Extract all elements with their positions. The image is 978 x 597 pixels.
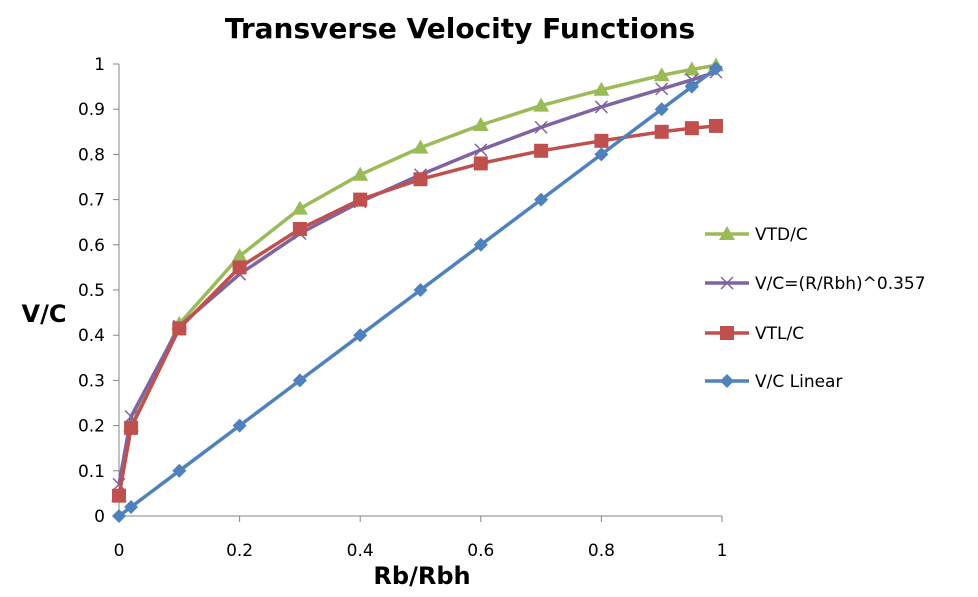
data-point (594, 147, 609, 162)
data-point (684, 121, 699, 136)
series-layer (111, 57, 724, 523)
y-tick-label: 0.3 (78, 371, 105, 391)
data-point (353, 328, 368, 343)
x-tick-label: 0.6 (467, 541, 494, 561)
data-point (594, 100, 608, 114)
x-tick-label: 1 (717, 541, 728, 561)
y-axis-title: V/C (22, 300, 67, 328)
data-point (683, 61, 700, 76)
series-triangle (111, 57, 724, 502)
legend-marker (719, 226, 735, 240)
legend-marker (720, 326, 734, 340)
x-axis-title: Rb/Rbh (373, 562, 470, 590)
legend-marker (720, 374, 734, 388)
data-point (654, 124, 669, 139)
legend-item: VTL/C (705, 324, 804, 344)
y-tick-label: 1 (94, 55, 105, 75)
y-tick-label: 0.6 (78, 236, 105, 256)
y-tick-label: 0.7 (78, 191, 105, 211)
data-point (594, 133, 609, 148)
data-point (291, 200, 308, 215)
data-point (172, 463, 187, 478)
data-point (534, 192, 549, 207)
data-point (653, 67, 670, 82)
legend-marker (720, 276, 734, 290)
series-line (117, 63, 717, 496)
data-point (533, 97, 550, 112)
legend-label: V/C Linear (755, 372, 842, 392)
data-point (413, 172, 428, 187)
y-tick-label: 0.8 (78, 145, 105, 165)
x-tick-label: 0 (114, 541, 125, 561)
data-point (231, 248, 248, 263)
y-tick-label: 0.5 (78, 281, 105, 301)
data-point (684, 79, 699, 94)
legend-item: V/C Linear (705, 372, 842, 392)
data-point (472, 117, 489, 132)
chart-title: Transverse Velocity Functions (225, 12, 695, 45)
data-point (655, 82, 669, 96)
data-point (534, 120, 548, 134)
data-point (124, 420, 139, 435)
data-point (708, 118, 723, 133)
data-point (412, 139, 429, 154)
data-point (352, 166, 369, 181)
data-point (232, 418, 247, 433)
data-point (473, 237, 488, 252)
legend-item: V/C=(R/Rbh)^0.357 (705, 274, 926, 294)
legend: VTD/C V/C=(R/Rbh)^0.357 VTL/C V/C Linear (705, 225, 926, 392)
series-square (112, 118, 723, 503)
data-point (654, 102, 669, 117)
data-point (353, 192, 368, 207)
series-x (112, 65, 723, 491)
legend-label: VTL/C (755, 324, 804, 344)
data-point (292, 221, 307, 236)
data-point (172, 321, 187, 336)
legend-label: VTD/C (755, 225, 808, 245)
data-point (474, 143, 488, 157)
y-tick-label: 0.4 (78, 326, 105, 346)
x-tick-label: 0.4 (347, 541, 374, 561)
y-tick-label: 0.1 (78, 462, 105, 482)
data-point (593, 81, 610, 96)
legend-label: V/C=(R/Rbh)^0.357 (755, 274, 926, 294)
data-point (413, 283, 428, 297)
data-point (534, 143, 549, 158)
y-tick-label: 0.9 (78, 100, 105, 120)
data-point (232, 260, 247, 275)
data-point (124, 499, 139, 514)
data-point (112, 488, 126, 503)
data-point (292, 373, 307, 388)
axes: 0 0.1 0.2 0.3 0.4 0.5 0.6 0.7 0.8 0.9 1 0 0.2 0.4 0.6 0… (78, 55, 727, 561)
y-tick-label: 0 (94, 507, 105, 527)
data-point (112, 509, 126, 523)
series-diamond (112, 61, 723, 523)
x-tick-label: 0.8 (588, 541, 615, 561)
data-point (473, 156, 488, 171)
y-tick-label: 0.2 (78, 417, 105, 437)
x-tick-label: 0.2 (226, 541, 253, 561)
legend-item: VTD/C (705, 225, 808, 245)
data-point (708, 61, 723, 76)
